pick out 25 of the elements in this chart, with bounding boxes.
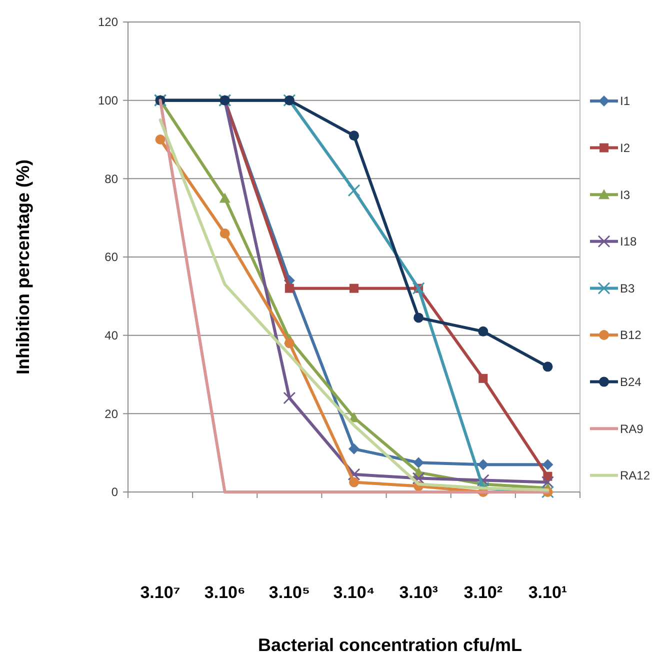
- y-tick-label: 20: [104, 406, 118, 421]
- x-tick-label: 3.10⁷: [140, 583, 180, 602]
- legend-label: RA9: [620, 422, 644, 436]
- legend-label: I3: [620, 188, 630, 202]
- legend-label: I18: [620, 234, 638, 249]
- y-tick-label: 40: [104, 328, 118, 343]
- y-tick-label: 100: [98, 94, 118, 108]
- y-tick-label: 80: [104, 172, 118, 186]
- x-tick-label: 3.10¹: [528, 583, 568, 602]
- x-axis-title: Bacterial concentration cfu/mL: [258, 635, 522, 655]
- x-tick-label: 3.10⁴: [333, 583, 375, 602]
- legend-label: B24: [620, 375, 642, 389]
- legend-label: B12: [620, 328, 642, 342]
- y-tick-label: 0: [111, 485, 118, 500]
- x-tick-label: 3.10⁵: [268, 583, 310, 602]
- x-tick-label: 3.10³: [399, 583, 438, 602]
- x-tick-label: 3.10⁶: [204, 583, 246, 602]
- x-tick-label: 3.10²: [464, 583, 503, 602]
- legend-label: RA12: [620, 468, 650, 483]
- legend-label: I2: [620, 141, 630, 155]
- y-tick-label: 60: [104, 250, 118, 264]
- legend-label: I1: [620, 94, 630, 108]
- y-tick-label: 120: [98, 15, 118, 30]
- legend-label: B3: [620, 281, 636, 296]
- y-axis-title: Inhibition percentage (%): [13, 159, 33, 375]
